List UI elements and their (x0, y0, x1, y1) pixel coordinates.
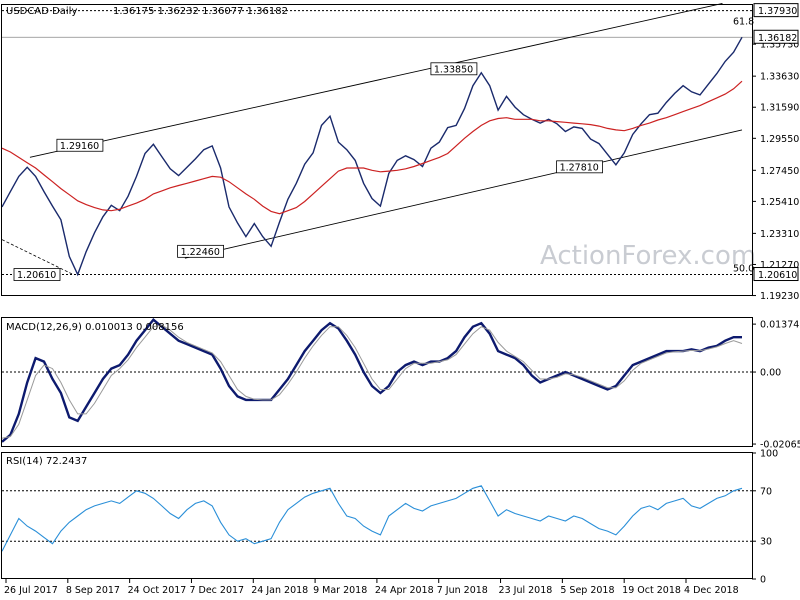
prior-trendline (1, 239, 74, 275)
rsi-axis-tick-label: 30 (760, 537, 772, 548)
macd-series-macd (1, 317, 742, 443)
annotation-label: 1.27810 (560, 162, 599, 173)
fib-50-value: 1.20610 (758, 270, 797, 281)
date-axis-tick-label: 19 Oct 2018 (622, 585, 681, 596)
fib-61-8-value-box (753, 3, 799, 18)
date-axis-tick-label: 26 Jul 2017 (4, 585, 58, 596)
price-axis-tick-label: 1.27450 (760, 166, 799, 177)
annotation-box (556, 160, 603, 174)
macd-panel-title: MACD(12,26,9) 0.010013 0.008156 (6, 322, 184, 333)
date-axis-tick-label: 24 Jan 2018 (251, 585, 308, 596)
date-axis-tick-label: 7 Jun 2018 (437, 585, 488, 596)
date-axis-tick-label: 23 Jul 2018 (499, 585, 553, 596)
annotation-box (177, 244, 224, 258)
price-panel-title: USDCAD Daily (6, 6, 77, 17)
annotation-label: 1.22460 (181, 247, 220, 258)
current-price-value: 1.36182 (758, 33, 797, 44)
fib-61-8-label: 61.8 (733, 17, 754, 28)
annotation-label: 1.20610 (17, 270, 56, 281)
price-axis-tick-label: 1.25410 (760, 197, 799, 208)
annotation-box (13, 268, 61, 281)
date-axis-tick-label: 8 Sep 2017 (66, 585, 120, 596)
date-axis-tick-label: 7 Dec 2017 (189, 585, 244, 596)
macd-panel-frame (1, 317, 753, 447)
annotation-box (430, 62, 478, 76)
price-axis-tick-label: 1.35730 (760, 40, 799, 51)
channel-upper-line (29, 3, 723, 158)
channel-lower-line (184, 129, 743, 259)
price-panel-frame (1, 4, 753, 296)
date-axis-tick-label: 4 Dec 2018 (684, 585, 739, 596)
macd-series-signal (1, 324, 743, 439)
annotation-label: 1.33850 (434, 64, 473, 75)
price-axis-tick-label: 1.19230 (760, 291, 799, 302)
date-axis-tick-label: 9 Mar 2018 (313, 585, 367, 596)
rsi-panel-frame (1, 452, 753, 579)
annotation-box (56, 138, 104, 152)
ohlc-readout: 1.36175 1.36232 1.36077 1.36182 (113, 6, 288, 17)
rsi-axis-tick-label: 0 (760, 575, 766, 586)
macd-axis-tick-label: -0.020652 (760, 440, 800, 451)
fib-50-value-box (753, 267, 799, 282)
current-price-box (753, 29, 799, 44)
macd-axis-tick-label: 0.00 (760, 368, 781, 379)
price-axis-tick-label: 1.33630 (760, 72, 799, 83)
price-axis-tick-label: 1.29550 (760, 134, 799, 145)
price-series-ma (1, 80, 743, 215)
price-axis-tick-label: 1.21270 (760, 260, 799, 271)
rsi-axis-tick-label: 100 (760, 449, 778, 460)
annotation-label: 1.29160 (60, 141, 99, 152)
fib-61-8-value: 1.37930 (758, 6, 797, 17)
price-axis-tick-label: 1.23310 (760, 229, 799, 240)
macd-axis-tick-label: 0.013745 (760, 320, 800, 331)
price-axis-tick-label: 1.31590 (760, 103, 799, 114)
watermark-text: ActionForex.com (540, 241, 756, 271)
date-axis-tick-label: 5 Sep 2018 (560, 585, 614, 596)
date-axis-tick-label: 24 Oct 2017 (128, 585, 187, 596)
rsi-panel-title: RSI(14) 72.2437 (6, 456, 87, 467)
fib-50-label: 50.0 (733, 264, 754, 275)
rsi-axis-tick-label: 70 (760, 486, 772, 497)
date-axis-tick-label: 24 Apr 2018 (375, 585, 434, 596)
price-series-price (1, 36, 743, 277)
rsi-series-line (1, 485, 743, 552)
